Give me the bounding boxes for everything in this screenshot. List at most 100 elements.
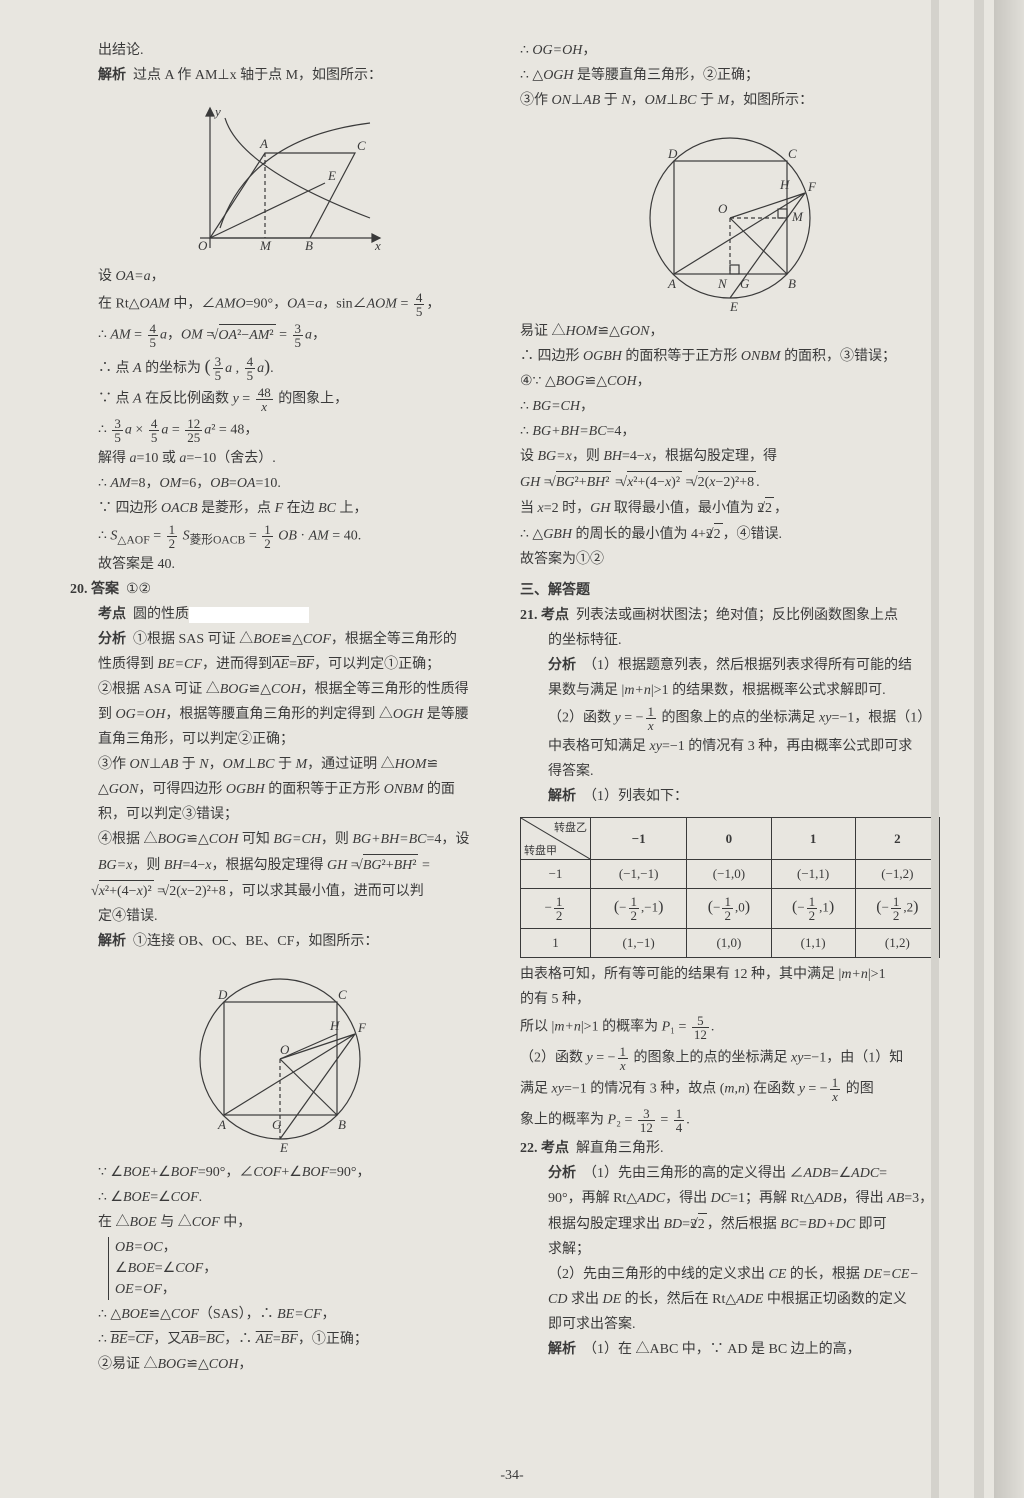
- table-header: 2: [855, 818, 939, 860]
- svg-text:A: A: [667, 276, 676, 291]
- table-row: −1 (−1,−1)(−1,0)(−1,1)(−1,2): [521, 860, 940, 889]
- svg-text:B: B: [305, 238, 313, 253]
- text: 求解；: [520, 1239, 940, 1260]
- svg-text:D: D: [217, 987, 228, 1002]
- text: ∴ 点 A 的坐标为 (35a , 45a).: [70, 353, 490, 382]
- text: 解得 a=10 或 a=−10（舍去）.: [70, 448, 490, 469]
- text: 即可求出答案.: [520, 1314, 940, 1335]
- svg-text:B: B: [338, 1117, 346, 1132]
- text: ∴ ∠BOE=∠COF.: [70, 1187, 490, 1208]
- text: 分析 ①根据 SAS 可证 △BOE≌△COF，根据全等三角形的: [70, 629, 490, 650]
- svg-text:O: O: [280, 1042, 290, 1057]
- svg-text:M: M: [259, 238, 272, 253]
- table-header: −1: [591, 818, 687, 860]
- text: ③作 ON⊥AB 于 N，OM⊥BC 于 M，如图所示：: [520, 90, 940, 111]
- text: 的有 5 种，: [520, 989, 940, 1010]
- figure-2: D C H F O A G B E: [70, 964, 490, 1154]
- svg-text:A: A: [217, 1117, 226, 1132]
- text: 易证 △HOM≌△GON，: [520, 321, 940, 342]
- svg-text:E: E: [279, 1140, 288, 1154]
- text: 解析 （1）在 △ABC 中，∵ AD 是 BC 边上的高，: [520, 1339, 940, 1360]
- text: （2）函数 y = −1x 的图象上的点的坐标满足 xy=−1，由（1）知: [520, 1045, 940, 1072]
- table-row: −12 (−12,−1)(−12,0)(−12,1)(−12,2): [521, 889, 940, 929]
- text: ∴ △BOE≌△COF（SAS），∴ BE=CF，: [70, 1304, 490, 1325]
- text: ∴ 35a × 45a = 1225a² = 48，: [70, 417, 490, 444]
- text: ∴ 四边形 OGBH 的面积等于正方形 ONBM 的面积，③错误；: [520, 346, 940, 367]
- svg-text:B: B: [788, 276, 796, 291]
- svg-text:O: O: [198, 238, 208, 253]
- text: 根据勾股定理求出 BD=22，然后根据 BC=BD+DC 即可: [520, 1213, 940, 1235]
- text: ∴ AM = 45a，OM = OA²−AM² = 35a，: [70, 322, 490, 349]
- text: 解析 （1）列表如下：: [520, 786, 940, 807]
- svg-text:N: N: [717, 276, 728, 291]
- text: ∴ △GBH 的周长的最小值为 4+22，④错误.: [520, 523, 940, 545]
- svg-text:C: C: [357, 138, 366, 153]
- text: ②根据 ASA 可证 △BOG≌△COH，根据全等三角形的性质得: [70, 679, 490, 700]
- text: 解析 ①连接 OB、OC、BE、CF，如图所示：: [70, 931, 490, 952]
- brace-group: OB=OC， ∠BOE=∠COF， OE=OF，: [70, 1237, 490, 1300]
- text: GH = BG²+BH² = x²+(4−x)² = 2(x−2)²+8.: [520, 471, 940, 493]
- text: ∴ S△AOF = 12 S菱形OACB = 12 OB · AM = 40.: [70, 523, 490, 550]
- text: 所以 |m+n|>1 的概率为 P₁ = 512.: [520, 1014, 940, 1041]
- text: 象上的概率为 P₂ = 312 = 14.: [520, 1107, 940, 1134]
- text: 故答案为①②: [520, 549, 940, 570]
- text: 在 Rt△OAM 中，∠AMO=90°，OA=a，sin∠AOM = 45，: [70, 291, 490, 318]
- svg-text:C: C: [788, 146, 797, 161]
- text: ②易证 △BOG≌△COH，: [70, 1354, 490, 1375]
- text: 性质得到 BE=CF，进而得到AE=BF，可以判定①正确；: [70, 654, 490, 675]
- text: 定④错误.: [70, 906, 490, 927]
- text: ∴ OG=OH，: [520, 40, 940, 61]
- text: 积，可以判定③错误；: [70, 804, 490, 825]
- text: BG=x，则 BH=4−x，根据勾股定理得 GH = BG²+BH² =: [70, 854, 490, 876]
- q21-header: 21. 考点 列表法或画树状图法；绝对值；反比例函数图象上点: [520, 605, 940, 626]
- text: 由表格可知，所有等可能的结果有 12 种，其中满足 |m+n|>1: [520, 964, 940, 985]
- table-header: 1: [771, 818, 855, 860]
- text: ∵ 点 A 在反比例函数 y = 48x 的图象上，: [70, 386, 490, 413]
- text: 在 △BOE 与 △COF 中，: [70, 1212, 490, 1233]
- svg-text:G: G: [740, 276, 750, 291]
- svg-text:F: F: [807, 179, 817, 194]
- svg-text:H: H: [329, 1018, 340, 1033]
- q20-header: 20. 答案 ①②: [70, 579, 490, 600]
- text: 得答案.: [520, 761, 940, 782]
- svg-text:D: D: [667, 146, 678, 161]
- text: ∴ BG=CH，: [520, 396, 940, 417]
- svg-text:C: C: [338, 987, 347, 1002]
- probability-table: 转盘乙 转盘甲 −1 0 1 2 −1 (−1,−1)(−1,0)(−1,1)(…: [520, 817, 940, 958]
- svg-text:x: x: [374, 238, 381, 253]
- svg-text:A: A: [259, 136, 268, 151]
- text: 分析 （1）根据题意列表，然后根据列表求得所有可能的结: [520, 655, 940, 676]
- text: 中表格可知满足 xy=−1 的情况有 3 种，再由概率公式即可求: [520, 736, 940, 757]
- text: 90°，再解 Rt△ADC，得出 DC=1；再解 Rt△ADB，得出 AB=3，: [520, 1188, 940, 1209]
- text: 故答案是 40.: [70, 554, 490, 575]
- svg-text:F: F: [357, 1020, 367, 1035]
- text: 的坐标特征.: [520, 630, 940, 651]
- svg-text:O: O: [718, 201, 728, 216]
- text: ④∵ △BOG≌△COH，: [520, 371, 940, 392]
- svg-text:G: G: [272, 1117, 282, 1132]
- figure-1: y x O M B A C E: [70, 98, 490, 258]
- q22-header: 22. 考点 解直角三角形.: [520, 1138, 940, 1159]
- text: ∴ AM=8，OM=6，OB=OA=10.: [70, 473, 490, 494]
- text: ∴ △OGH 是等腰直角三角形，②正确；: [520, 65, 940, 86]
- page-number: -34-: [0, 1468, 1024, 1484]
- text: 考点 圆的性质: [70, 604, 490, 625]
- text: 设 BG=x，则 BH=4−x，根据勾股定理，得: [520, 446, 940, 467]
- svg-text:M: M: [791, 209, 804, 224]
- text: △GON，可得四边形 OGBH 的面积等于正方形 ONBM 的面: [70, 779, 490, 800]
- text: 解析 过点 A 作 AM⊥x 轴于点 M，如图所示：: [70, 65, 490, 86]
- svg-text:E: E: [729, 299, 738, 313]
- text: 直角三角形，可以判定②正确；: [70, 729, 490, 750]
- text: 设 OA=a，: [70, 266, 490, 287]
- text: CD 求出 DE 的长，然后在 Rt△ADE 中根据正切函数的定义: [520, 1289, 940, 1310]
- text: ④根据 △BOG≌△COH 可知 BG=CH，则 BG+BH=BC=4，设: [70, 829, 490, 850]
- text: 到 OG=OH，根据等腰直角三角形的判定得到 △OGH 是等腰: [70, 704, 490, 725]
- text: （2）先由三角形的中线的定义求出 CE 的长，根据 DE=CE−: [520, 1264, 940, 1285]
- left-column: 出结论. 解析 过点 A 作 AM⊥x 轴于点 M，如图所示：: [70, 40, 490, 1379]
- text: 分析 （1）先由三角形的高的定义得出 ∠ADB=∠ADC=: [520, 1163, 940, 1184]
- svg-text:H: H: [779, 177, 790, 192]
- svg-text:E: E: [327, 168, 336, 183]
- table-header: 0: [687, 818, 771, 860]
- text: 满足 xy=−1 的情况有 3 种，故点 (m,n) 在函数 y = −1x 的…: [520, 1076, 940, 1103]
- text: 当 x=2 时，GH 取得最小值，最小值为 22，: [520, 497, 940, 519]
